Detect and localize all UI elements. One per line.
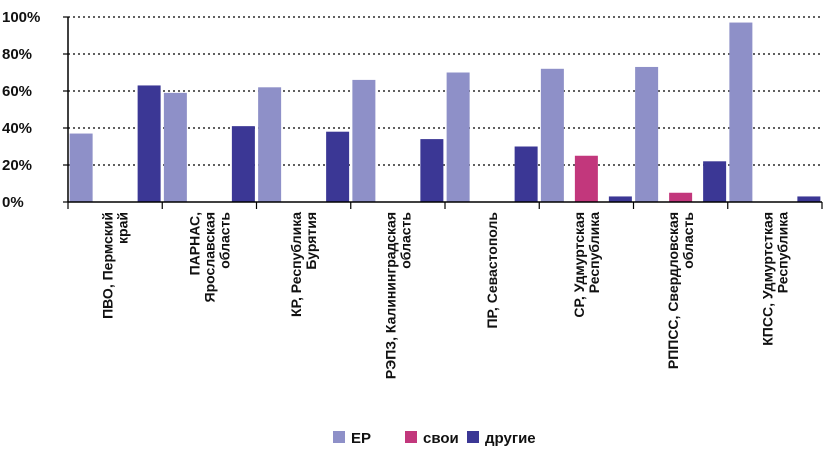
legend-label: ЕР: [351, 430, 371, 447]
axes: [67, 17, 823, 209]
bar-er: [258, 87, 282, 202]
grid-lines: [68, 16, 822, 166]
bar-er: [729, 22, 753, 202]
category-label: ПВО, Пермский край: [100, 212, 131, 319]
legend-label: другие: [485, 430, 536, 447]
category-label-line: СР, Удмуртская: [571, 212, 587, 318]
bar-drugie: [231, 126, 255, 202]
bar-er: [446, 72, 470, 202]
y-tick-label: 20%: [2, 157, 32, 174]
legend: ЕР свои другие: [333, 430, 536, 447]
category-label-line: КПСС, Удмуртсткая: [759, 212, 775, 346]
category-label-line: край: [115, 212, 131, 244]
y-tick-label: 80%: [2, 46, 32, 63]
category-label-line: ПАРНАС,: [186, 212, 202, 275]
bar-svoi: [669, 192, 693, 202]
bar-drugie: [514, 146, 538, 202]
category-label-line: РППСС, Свердловская: [665, 212, 681, 369]
bar-drugie: [703, 161, 727, 202]
category-label-line: Республика: [774, 212, 790, 293]
category-labels: ПВО, Пермский край ПАРНАС, Ярославская облас…: [100, 212, 791, 379]
bar-drugie: [137, 85, 161, 202]
category-label-line: ПВО, Пермский: [100, 212, 116, 319]
legend-swatch: [405, 431, 417, 443]
category-label: КПСС, Удмуртсткая Республика: [759, 212, 790, 346]
bar-er: [352, 79, 376, 202]
category-label: РППСС, Свердловская область: [665, 212, 696, 370]
category-label-line: Республика: [586, 212, 602, 293]
legend-swatch: [467, 431, 479, 443]
bar-er: [69, 133, 93, 202]
category-label-line: область: [216, 212, 232, 269]
bars: [69, 22, 821, 202]
bar-drugie: [326, 131, 350, 202]
category-label: РЭПЗ, Калининградская область: [382, 212, 413, 379]
category-label: СР, Удмуртская Республика: [571, 212, 602, 318]
bar-drugie: [797, 196, 821, 202]
y-axis-ticks: 0% 20% 40% 60% 80% 100%: [2, 9, 68, 211]
y-tick-label: 40%: [2, 120, 32, 137]
bar-drugie: [420, 139, 444, 202]
bar-er: [635, 66, 659, 202]
bar-er: [540, 68, 564, 202]
category-label-line: область: [397, 212, 413, 269]
category-label-line: КР, Республика: [288, 212, 304, 317]
y-tick-label: 0%: [2, 194, 24, 211]
legend-label: свои: [423, 430, 459, 447]
bar-drugie: [608, 196, 632, 202]
y-tick-label: 60%: [2, 83, 32, 100]
category-label-line: ПР, Севастополь: [484, 212, 500, 329]
legend-swatch: [333, 431, 345, 443]
bar-svoi: [574, 155, 598, 202]
bar-er: [163, 92, 187, 202]
category-label: ПР, Севастополь: [484, 212, 500, 329]
y-tick-label: 100%: [2, 9, 40, 26]
category-label-line: область: [680, 212, 696, 269]
category-label: ПАРНАС, Ярославская область: [186, 212, 232, 303]
category-label-line: РЭПЗ, Калининградская: [382, 212, 398, 379]
category-label: КР, Республика Бурятия: [288, 212, 319, 317]
category-label-line: Ярославская: [201, 212, 217, 302]
category-label-line: Бурятия: [303, 212, 319, 270]
